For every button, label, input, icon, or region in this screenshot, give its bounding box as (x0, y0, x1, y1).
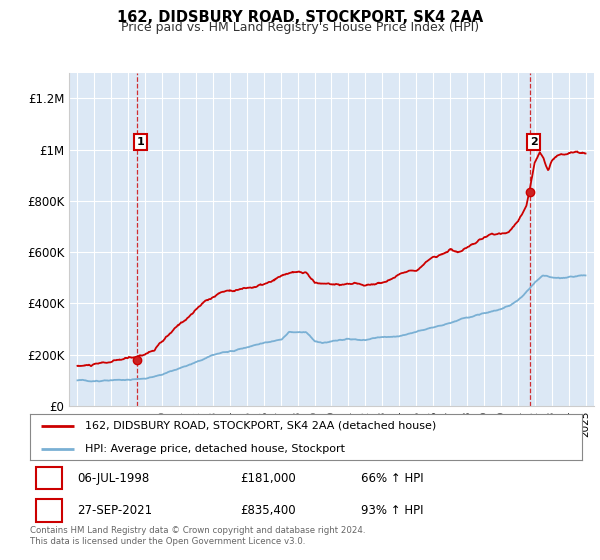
Text: 1: 1 (45, 472, 53, 485)
Text: 27-SEP-2021: 27-SEP-2021 (77, 504, 152, 517)
Text: £835,400: £835,400 (240, 504, 295, 517)
Text: 66% ↑ HPI: 66% ↑ HPI (361, 472, 424, 485)
Text: Contains HM Land Registry data © Crown copyright and database right 2024.
This d: Contains HM Land Registry data © Crown c… (30, 526, 365, 546)
Text: Price paid vs. HM Land Registry's House Price Index (HPI): Price paid vs. HM Land Registry's House … (121, 21, 479, 34)
FancyBboxPatch shape (35, 467, 62, 489)
Text: 93% ↑ HPI: 93% ↑ HPI (361, 504, 424, 517)
Text: 162, DIDSBURY ROAD, STOCKPORT, SK4 2AA (detached house): 162, DIDSBURY ROAD, STOCKPORT, SK4 2AA (… (85, 421, 436, 431)
Text: 06-JUL-1998: 06-JUL-1998 (77, 472, 149, 485)
Text: 2: 2 (530, 137, 538, 147)
FancyBboxPatch shape (35, 500, 62, 522)
Text: 162, DIDSBURY ROAD, STOCKPORT, SK4 2AA: 162, DIDSBURY ROAD, STOCKPORT, SK4 2AA (117, 10, 483, 25)
Text: HPI: Average price, detached house, Stockport: HPI: Average price, detached house, Stoc… (85, 444, 345, 454)
Text: 1: 1 (136, 137, 144, 147)
Text: 2: 2 (45, 504, 53, 517)
Text: £181,000: £181,000 (240, 472, 296, 485)
